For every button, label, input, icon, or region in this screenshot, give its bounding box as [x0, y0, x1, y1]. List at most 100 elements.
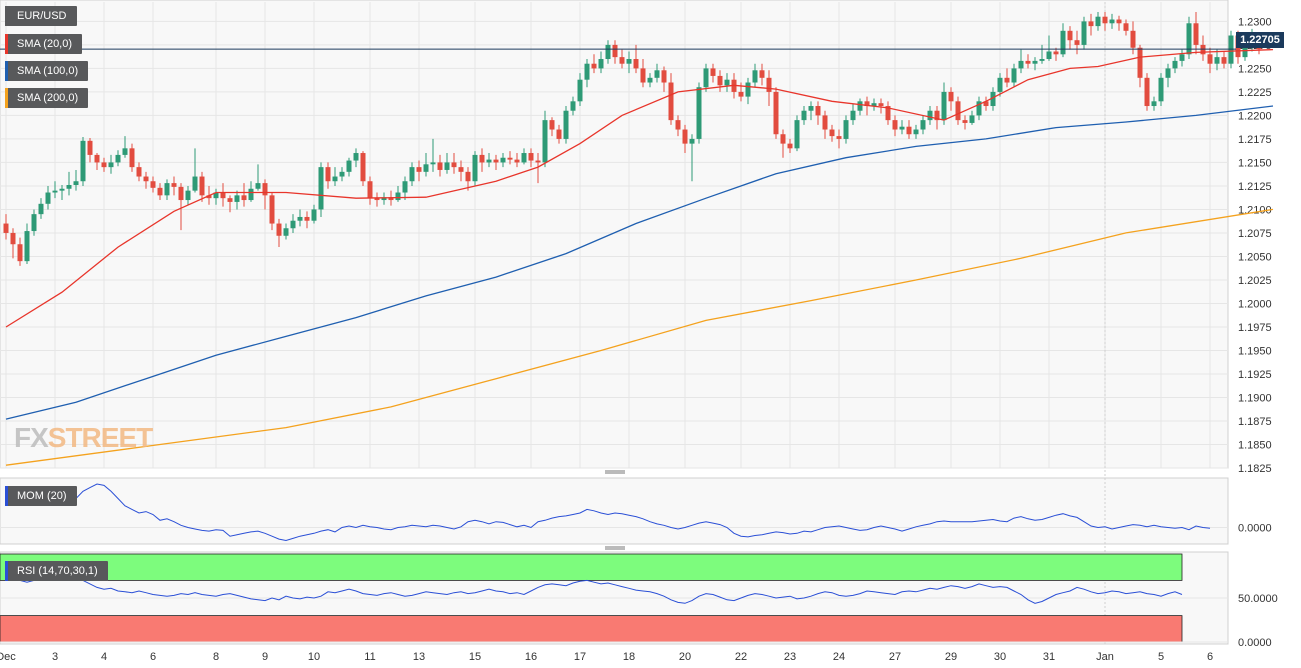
candle-body: [479, 154, 485, 163]
x-tick-label: Dec: [0, 651, 16, 663]
candle-body: [1214, 57, 1220, 64]
candle-body: [1116, 19, 1122, 24]
candle-body: [969, 115, 975, 123]
candle-body: [913, 129, 919, 135]
candle-body: [1060, 30, 1066, 55]
candle-body: [605, 44, 611, 60]
candle-body: [381, 197, 387, 201]
x-tick-label: 5: [1158, 651, 1164, 663]
candle-body: [1004, 77, 1010, 83]
candle-body: [234, 195, 240, 202]
candle-body: [409, 167, 415, 182]
y-tick-label: 1.2000: [1238, 298, 1272, 310]
candle-body: [892, 120, 898, 130]
x-tick-label: 27: [889, 651, 901, 663]
candle-body: [1053, 51, 1059, 55]
candle-body: [1193, 23, 1199, 45]
candle-body: [1039, 59, 1045, 61]
candle-body: [514, 159, 520, 163]
x-tick-label: 23: [784, 651, 796, 663]
candle-body: [654, 70, 660, 78]
instrument-swatch: [5, 6, 8, 26]
candle-body: [717, 75, 723, 86]
legend-mom[interactable]: MOM (20): [5, 486, 77, 506]
candle-body: [248, 188, 254, 201]
candle-body: [1137, 47, 1143, 78]
legend-sma20[interactable]: SMA (20,0): [5, 34, 83, 54]
candle-body: [192, 176, 198, 191]
mom-text: MOM (20): [17, 490, 67, 502]
candle-body: [1179, 54, 1185, 61]
x-tick-label: 11: [364, 651, 375, 663]
candle-body: [1109, 19, 1115, 24]
candle-body: [836, 136, 842, 139]
candle-body: [87, 140, 93, 155]
candle-body: [1151, 101, 1157, 107]
candle-body: [24, 231, 30, 262]
x-tick-label: 4: [101, 651, 107, 663]
candle-body: [801, 110, 807, 121]
candle-body: [745, 82, 751, 97]
candle-body: [535, 160, 541, 163]
candle-body: [1095, 16, 1101, 27]
candle-body: [703, 68, 709, 88]
candle-body: [591, 63, 597, 69]
candle-body: [465, 171, 471, 182]
candle-body: [773, 91, 779, 135]
y-tick-label: 1.2125: [1238, 181, 1272, 193]
candle-body: [941, 91, 947, 121]
candle-body: [990, 91, 996, 107]
candle-body: [759, 70, 765, 78]
candle-body: [129, 148, 135, 168]
candle-body: [220, 192, 226, 199]
candle-body: [444, 162, 450, 170]
y-tick-label: 1.1850: [1238, 439, 1272, 451]
sma20-line: [5, 48, 1274, 328]
candle-body: [780, 134, 786, 144]
candle-body: [451, 162, 457, 168]
candle-body: [899, 126, 905, 130]
candle-body: [829, 129, 835, 137]
candle-body: [1130, 30, 1136, 48]
candle-body: [213, 192, 219, 199]
legend-sma200[interactable]: SMA (200,0): [5, 88, 89, 108]
candle-body: [241, 195, 247, 201]
candle-body: [962, 120, 968, 123]
instrument-label: EUR/USD: [5, 6, 77, 26]
candle-body: [1018, 60, 1024, 69]
candle-body: [577, 79, 583, 102]
last-price-badge: 1.22705: [1236, 32, 1284, 48]
legend-sma100[interactable]: SMA (100,0): [5, 61, 89, 81]
price-panel-bg: [0, 0, 1229, 469]
y-tick-label: 1.1925: [1238, 369, 1272, 381]
candle-body: [3, 223, 9, 233]
candle-body: [1025, 60, 1031, 64]
candle-body: [10, 232, 16, 245]
x-tick-label: 22: [735, 651, 747, 663]
candle-body: [199, 176, 205, 196]
candle-body: [724, 79, 730, 86]
sma200-line: [5, 208, 1274, 466]
x-tick-label: 30: [994, 651, 1006, 663]
rsi-overbought-zone: [0, 553, 1183, 581]
watermark-fx: FX: [14, 422, 49, 453]
candle-body: [675, 120, 681, 130]
candle-body: [304, 216, 310, 221]
candle-body: [1165, 68, 1171, 78]
sma20-swatch: [5, 34, 8, 54]
candle-body: [689, 138, 695, 144]
y-tick-label: 1.2025: [1238, 275, 1272, 287]
x-tick-label: 24: [833, 651, 845, 663]
candle-body: [822, 115, 828, 130]
y-tick-label: 1.1950: [1238, 345, 1272, 357]
watermark-street: STREET: [47, 422, 153, 453]
rsi-text: RSI (14,70,30,1): [17, 565, 98, 577]
candle-body: [948, 91, 954, 102]
candle-body: [696, 87, 702, 139]
candle-body: [507, 157, 513, 160]
mom-swatch: [5, 486, 8, 506]
legend-rsi[interactable]: RSI (14,70,30,1): [5, 561, 108, 581]
x-tick-label: 20: [679, 651, 691, 663]
x-tick-label: Jan: [1096, 651, 1114, 663]
instrument-text: EUR/USD: [17, 10, 67, 22]
